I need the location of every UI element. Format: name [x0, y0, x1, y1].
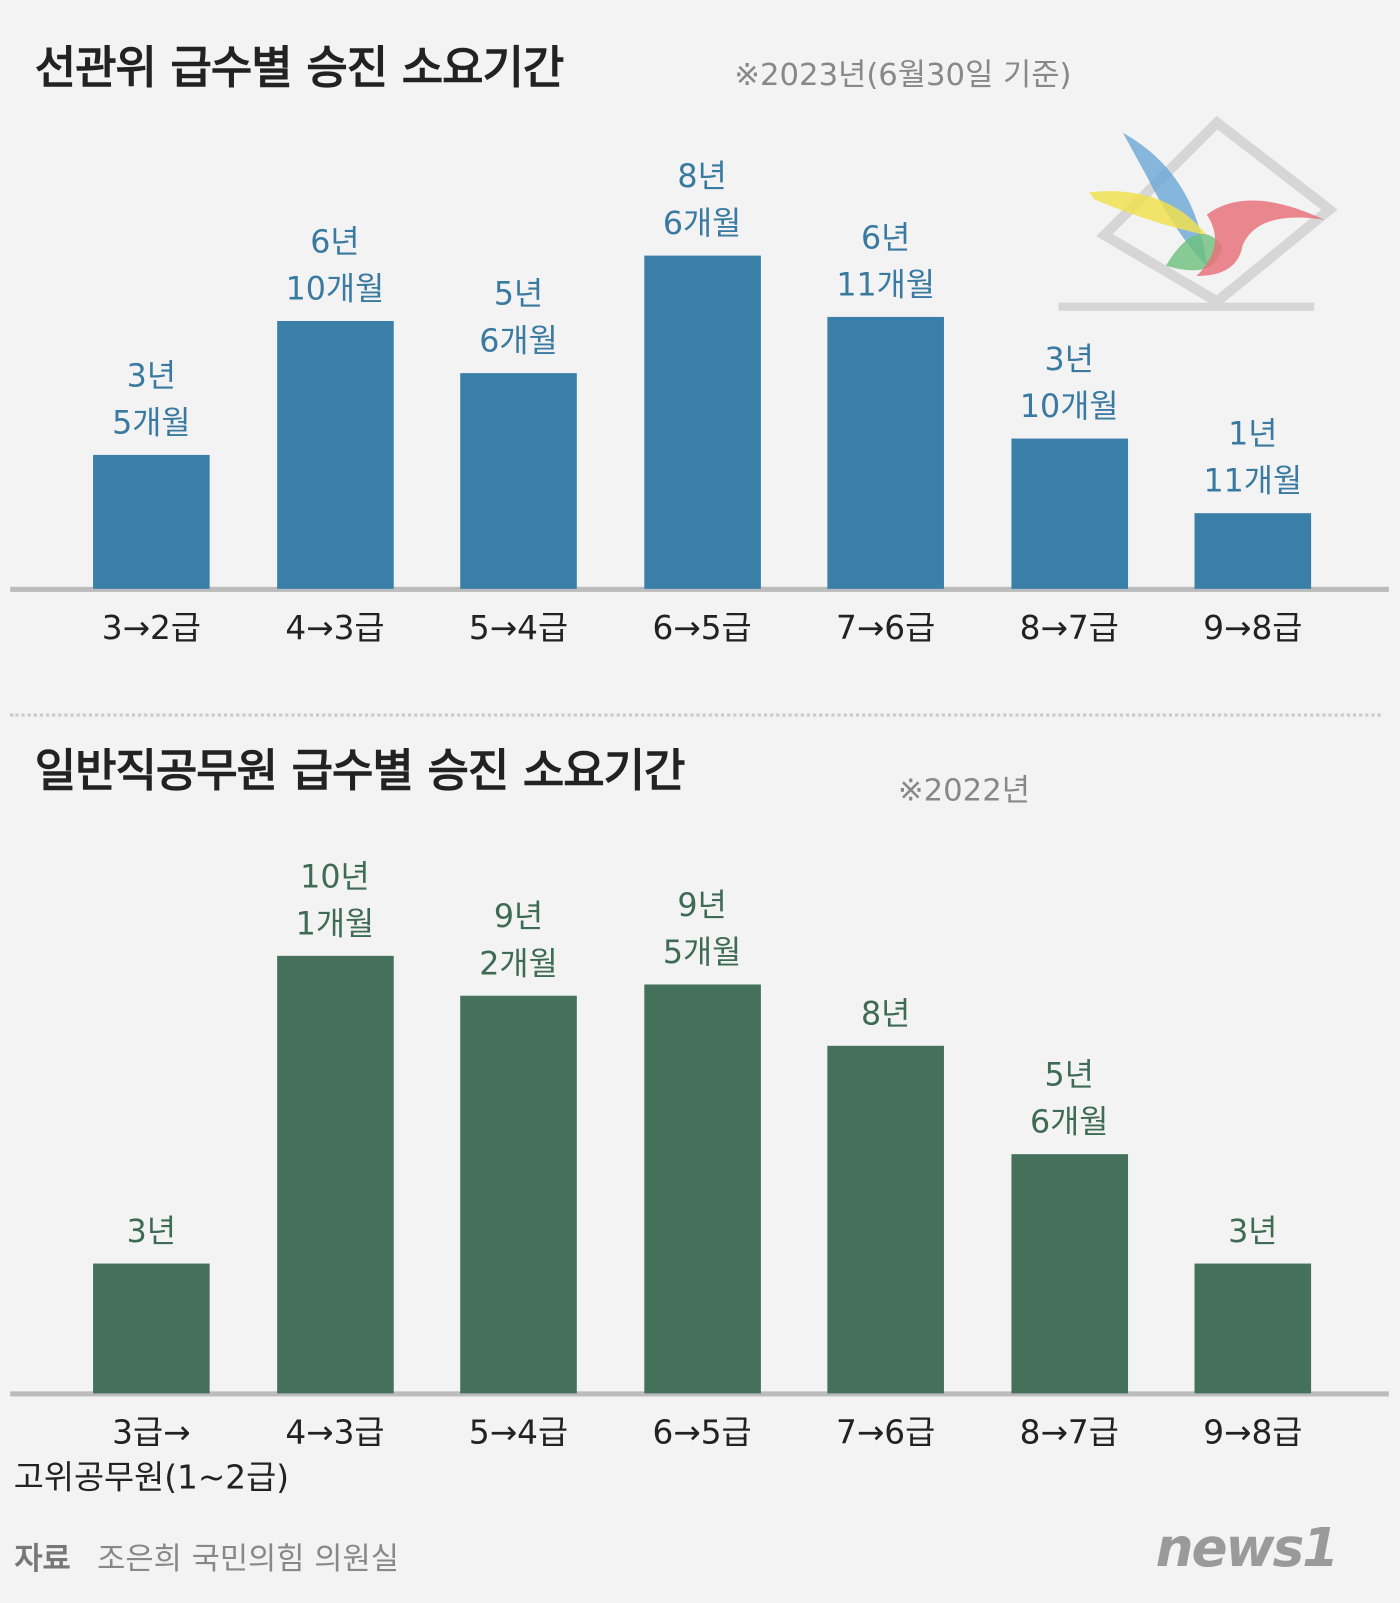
- x-tick-label: 3→2급: [101, 608, 201, 648]
- value-label: 3년 5개월: [112, 357, 191, 442]
- value-label: 3년: [126, 1213, 177, 1250]
- emblem-yellow: [1089, 191, 1207, 236]
- value-label: 10년 1개월: [295, 858, 375, 943]
- x-tick-label: 5→4급: [468, 1412, 569, 1452]
- value-label: 3년: [1228, 1213, 1278, 1250]
- value-label: 1년 11개월: [1203, 416, 1303, 501]
- x-tick-label: 4→3급: [285, 1412, 385, 1452]
- value-label: 8년: [860, 995, 911, 1033]
- bar: [643, 984, 761, 1394]
- x-tick-label: 9→8급: [1203, 1412, 1303, 1452]
- bar: [1194, 1263, 1312, 1394]
- emblem-blue: [1122, 132, 1207, 266]
- x-tick-label: 9→8급: [1203, 608, 1303, 648]
- emblem-base: [1058, 302, 1315, 311]
- bar: [93, 1263, 210, 1394]
- x-tick-label: 7→6급: [836, 1412, 936, 1452]
- bar: [276, 955, 394, 1394]
- baseline: [10, 1391, 1389, 1397]
- chart-title: 일반직공무원 급수별 승진 소요기간: [34, 745, 686, 798]
- bar: [276, 320, 394, 589]
- source-text: 조은희 국민의힘 의원실: [97, 1541, 399, 1578]
- emblem-red: [1196, 200, 1325, 277]
- x-tick-label: 6→5급: [652, 1412, 752, 1452]
- x-tick-label: 5→4급: [468, 608, 569, 648]
- chart-subtitle: ※2023년(6월30일 기준): [734, 57, 1072, 94]
- chart-subtitle: ※2022년: [897, 772, 1030, 809]
- bar: [1194, 513, 1312, 589]
- x-tick-label: 7→6급: [836, 608, 936, 648]
- value-label: 6년 10개월: [285, 223, 385, 308]
- bar: [827, 317, 944, 589]
- bar: [643, 255, 761, 589]
- logo: news1: [1155, 1518, 1340, 1580]
- bar: [93, 454, 210, 589]
- bar: [1010, 1154, 1128, 1394]
- bar: [460, 372, 577, 589]
- x-tick-label: 8→7급: [1019, 1412, 1119, 1452]
- value-label: 6년 11개월: [836, 220, 936, 305]
- value-label: 5년 6개월: [479, 275, 558, 360]
- bar: [460, 995, 577, 1394]
- chart-title: 선관위 급수별 승진 소요기간: [34, 41, 564, 95]
- x-tick-label: 6→5급: [652, 608, 752, 648]
- ballot-box: [1096, 115, 1338, 308]
- emblem-green: [1165, 233, 1223, 271]
- source-label: 자료: [14, 1541, 71, 1578]
- x-tick-label: 8→7급: [1019, 608, 1119, 648]
- bar: [827, 1045, 944, 1394]
- value-label: 5년 6개월: [1029, 1057, 1109, 1142]
- value-label: 9년 2개월: [479, 898, 558, 983]
- value-label: 8년 6개월: [662, 158, 742, 242]
- x-tick-label: 4→3급: [285, 608, 385, 648]
- value-label: 3년 10개월: [1019, 341, 1119, 426]
- x-tick-label: 3급→ 고위공무원(1~2급): [13, 1412, 289, 1497]
- separator: [10, 713, 1381, 717]
- emblem: [1058, 115, 1338, 311]
- value-label: 9년 5개월: [662, 887, 742, 972]
- bar: [1010, 438, 1128, 589]
- baseline: [10, 586, 1389, 592]
